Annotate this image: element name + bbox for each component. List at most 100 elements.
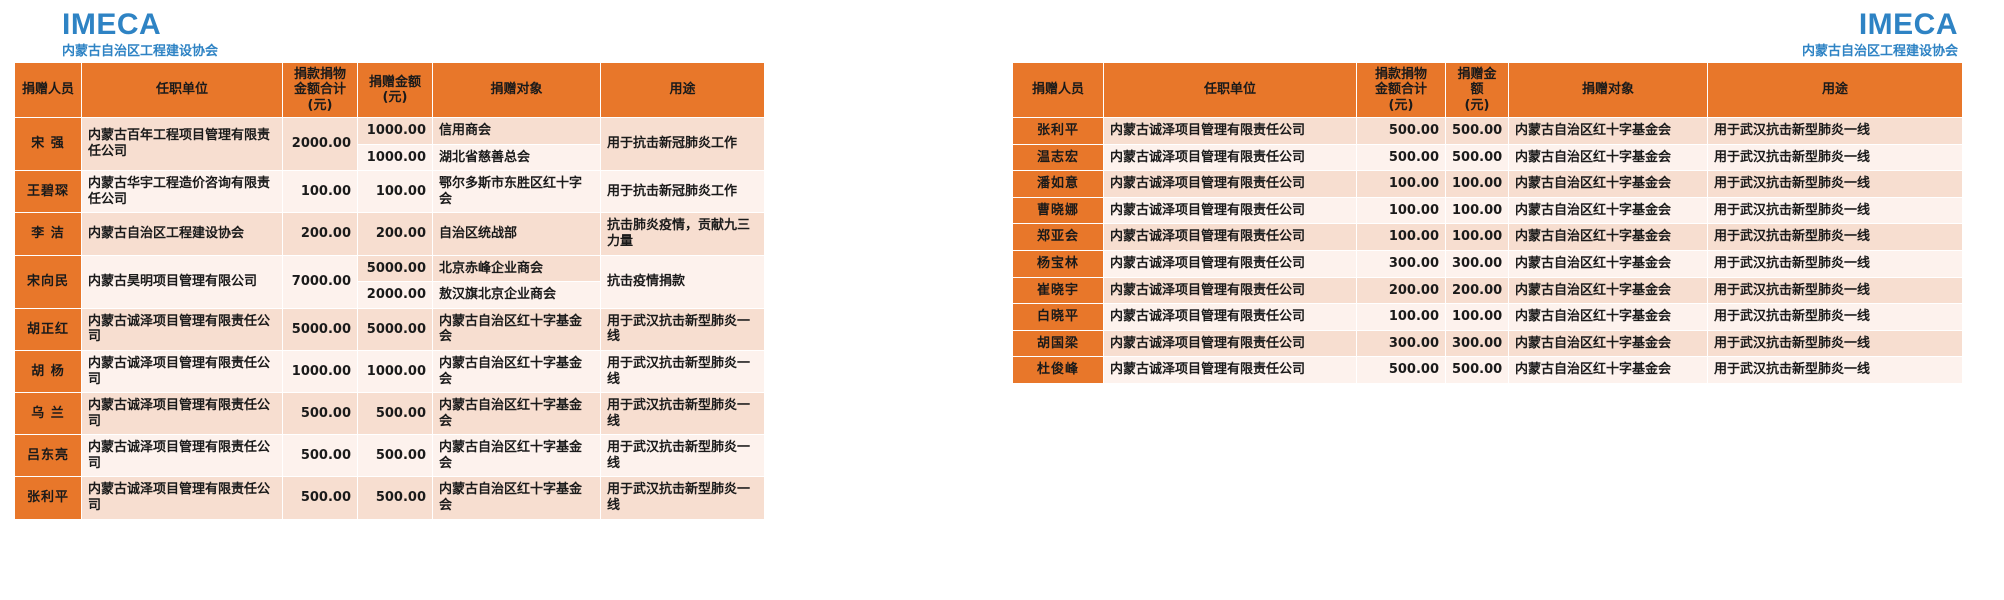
cell-amount: 2000.00: [358, 282, 432, 308]
cell-amount: 500.00: [1446, 144, 1508, 171]
total-line-1: 捐款捐物: [293, 67, 346, 82]
donation-table-right: 捐赠人员 任职单位 捐款捐物 金额合计 (元) 捐赠金 额 (元) 捐赠对象 用…: [1012, 62, 1963, 384]
cell-amount: 1000.00: [358, 144, 432, 171]
table-row: 张利平 内蒙古诚泽项目管理有限责任公司 500.00 500.00 内蒙古自治区红十字基…: [1013, 117, 1962, 144]
cell-total: 5000.00: [283, 308, 357, 350]
cell-organization: 内蒙古百年工程项目管理有限责任公司: [82, 117, 282, 171]
donation-table-left: 捐赠人员 任职单位 捐款捐物 金额合计 (元) 捐赠金额 (元) 捐赠对象 用途…: [14, 62, 765, 520]
column-header-amount: 捐赠金 额 (元): [1446, 63, 1508, 117]
cell-organization: 内蒙古诚泽项目管理有限责任公司: [1104, 144, 1356, 171]
cell-amount: 200.00: [358, 213, 432, 255]
total-line-2: 金额合计: [1374, 82, 1427, 98]
cell-organization: 内蒙古诚泽项目管理有限责任公司: [1104, 197, 1356, 224]
cell-usage: 用于抗击新冠肺炎工作: [601, 117, 764, 171]
cell-usage: 用于武汉抗击新型肺炎一线: [1708, 330, 1962, 357]
cell-total: 100.00: [1357, 304, 1445, 330]
cell-total: 500.00: [1357, 117, 1445, 144]
table-row: 王碧琛 内蒙古华宇工程造价咨询有限责任公司 100.00 100.00 鄂尔多斯市东胜区…: [15, 171, 764, 213]
cell-recipient: 内蒙古自治区红十字基金会: [433, 477, 600, 519]
cell-amount: 100.00: [1446, 224, 1508, 250]
cell-total: 500.00: [1357, 357, 1445, 383]
cell-recipient: 内蒙古自治区红十字基金会: [433, 308, 600, 350]
cell-donor: 杨宝林: [1013, 250, 1103, 277]
cell-usage: 用于武汉抗击新型肺炎一线: [1708, 304, 1962, 330]
amount-line-2: 额: [1470, 82, 1484, 98]
table-row: 崔晓宇 内蒙古诚泽项目管理有限责任公司 200.00 200.00 内蒙古自治区红十字基…: [1013, 277, 1962, 304]
cell-total: 300.00: [1357, 250, 1445, 277]
cell-recipient: 敖汉旗北京企业商会: [433, 282, 600, 308]
cell-total: 100.00: [1357, 171, 1445, 197]
cell-amount: 100.00: [1446, 304, 1508, 330]
cell-recipient: 内蒙古自治区红十字基金会: [433, 350, 600, 393]
cell-organization: 内蒙古诚泽项目管理有限责任公司: [82, 308, 282, 350]
cell-usage: 用于武汉抗击新型肺炎一线: [1708, 117, 1962, 144]
cell-organization: 内蒙古诚泽项目管理有限责任公司: [1104, 330, 1356, 357]
column-header-recipient: 捐赠对象: [433, 63, 600, 117]
column-header-donor: 捐赠人员: [1013, 63, 1103, 117]
cell-usage: 用于武汉抗击新型肺炎一线: [1708, 171, 1962, 197]
table-body: 张利平 内蒙古诚泽项目管理有限责任公司 500.00 500.00 内蒙古自治区红十字基…: [1013, 117, 1962, 383]
cell-usage: 用于武汉抗击新型肺炎一线: [601, 308, 764, 350]
table-row: 温志宏 内蒙古诚泽项目管理有限责任公司 500.00 500.00 内蒙古自治区红十字基…: [1013, 144, 1962, 171]
table-row: 潘如意 内蒙古诚泽项目管理有限责任公司 100.00 100.00 内蒙古自治区红十字基…: [1013, 171, 1962, 197]
column-header-usage: 用途: [601, 63, 764, 117]
table-row: 宋 强内蒙古百年工程项目管理有限责任公司 2000.00 1000.00 信用商会 用于…: [15, 117, 764, 171]
cell-recipient: 内蒙古自治区红十字基金会: [1509, 250, 1707, 277]
cell-total: 100.00: [1357, 197, 1445, 224]
cell-total: 1000.00: [283, 350, 357, 393]
brand-subtitle: 内蒙古自治区工程建设协会: [1801, 44, 1958, 59]
cell-total: 200.00: [283, 213, 357, 255]
cell-donor: 吕东亮: [15, 435, 81, 477]
cell-usage: 抗击疫情捐款: [601, 255, 764, 308]
table-body: 宋 强内蒙古百年工程项目管理有限责任公司 2000.00 1000.00 信用商会 用于…: [15, 117, 764, 519]
table-row: 宋向民 内蒙古昊明项目管理有限公司 7000.00 5000.00 北京赤峰企业商会 抗击…: [15, 255, 764, 308]
column-header-usage: 用途: [1708, 63, 1962, 117]
table-row: 曹晓娜 内蒙古诚泽项目管理有限责任公司 100.00 100.00 内蒙古自治区红十字基…: [1013, 197, 1962, 224]
cell-recipient: 湖北省慈善总会: [433, 144, 600, 171]
cell-usage: 用于武汉抗击新型肺炎一线: [601, 350, 764, 393]
cell-donor: 温志宏: [1013, 144, 1103, 171]
header-row: 捐赠人员 任职单位 捐款捐物 金额合计 (元) 捐赠金额 (元) 捐赠对象 用途: [15, 63, 764, 117]
cell-donor: 郑亚会: [1013, 224, 1103, 250]
cell-recipient: 内蒙古自治区红十字基金会: [1509, 277, 1707, 304]
brand-left: IMECA 内蒙古自治区工程建设协会: [62, 10, 218, 59]
cell-organization: 内蒙古诚泽项目管理有限责任公司: [1104, 117, 1356, 144]
cell-recipient: 鄂尔多斯市东胜区红十字会: [433, 171, 600, 213]
amount-line-3: (元): [1464, 97, 1490, 113]
cell-amount: 500.00: [358, 477, 432, 519]
cell-donor: 李 洁: [15, 213, 81, 255]
cell-total: 500.00: [283, 393, 357, 435]
cell-usage: 用于武汉抗击新型肺炎一线: [1708, 357, 1962, 383]
table-row: 白晓平 内蒙古诚泽项目管理有限责任公司 100.00 100.00 内蒙古自治区红十字基…: [1013, 304, 1962, 330]
cell-amount: 100.00: [1446, 171, 1508, 197]
total-line-3: (元): [1388, 97, 1414, 113]
cell-usage: 用于武汉抗击新型肺炎一线: [601, 477, 764, 519]
cell-donor: 胡国梁: [1013, 330, 1103, 357]
cell-organization: 内蒙古华宇工程造价咨询有限责任公司: [82, 171, 282, 213]
cell-recipient: 内蒙古自治区红十字基金会: [1509, 144, 1707, 171]
cell-recipient: 内蒙古自治区红十字基金会: [1509, 304, 1707, 330]
column-header-amount: 捐赠金额 (元): [358, 63, 432, 117]
cell-amount: 300.00: [1446, 330, 1508, 357]
cell-organization: 内蒙古诚泽项目管理有限责任公司: [82, 393, 282, 435]
cell-organization: 内蒙古诚泽项目管理有限责任公司: [1104, 250, 1356, 277]
cell-total: 100.00: [283, 171, 357, 213]
cell-recipient: 内蒙古自治区红十字基金会: [1509, 117, 1707, 144]
cell-organization: 内蒙古诚泽项目管理有限责任公司: [82, 435, 282, 477]
table-row: 张利平 内蒙古诚泽项目管理有限责任公司 500.00 500.00 内蒙古自治区红十字基…: [15, 477, 764, 519]
cell-organization: 内蒙古昊明项目管理有限公司: [82, 255, 282, 308]
cell-usage: 用于武汉抗击新型肺炎一线: [1708, 197, 1962, 224]
table-row: 郑亚会 内蒙古诚泽项目管理有限责任公司 100.00 100.00 内蒙古自治区红十字基…: [1013, 224, 1962, 250]
cell-donor: 王碧琛: [15, 171, 81, 213]
table-row: 杨宝林 内蒙古诚泽项目管理有限责任公司 300.00 300.00 内蒙古自治区红十字基…: [1013, 250, 1962, 277]
cell-amount: 100.00: [358, 171, 432, 213]
cell-donor: 白晓平: [1013, 304, 1103, 330]
table-row: 胡正红 内蒙古诚泽项目管理有限责任公司 5000.00 5000.00 内蒙古自治区红十…: [15, 308, 764, 350]
cell-donor: 胡 杨: [15, 350, 81, 393]
cell-usage: 用于武汉抗击新型肺炎一线: [1708, 224, 1962, 250]
cell-recipient: 内蒙古自治区红十字基金会: [433, 435, 600, 477]
cell-recipient: 内蒙古自治区红十字基金会: [1509, 197, 1707, 224]
cell-recipient: 自治区统战部: [433, 213, 600, 255]
brand-subtitle: 内蒙古自治区工程建设协会: [62, 44, 219, 59]
